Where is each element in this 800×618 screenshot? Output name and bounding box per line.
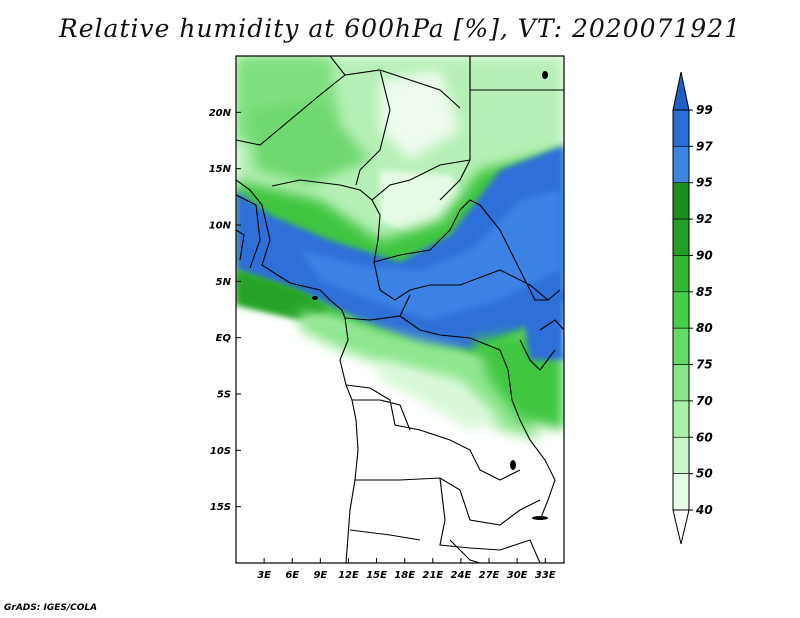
- lon-tick-label: 30E: [507, 570, 528, 581]
- colorbar-label: 70: [696, 394, 713, 408]
- colorbar-label: 97: [696, 139, 713, 153]
- lat-tick-label: 15N: [209, 164, 232, 175]
- colorbar-box: [672, 182, 690, 220]
- lat-tick-label: 20N: [209, 108, 232, 119]
- lat-tick-label: 5N: [216, 277, 232, 288]
- colorbar-label: 80: [696, 321, 713, 335]
- lon-tick-label: 24E: [451, 570, 472, 581]
- colorbar-box: [672, 364, 690, 402]
- colorbar-label: 90: [696, 248, 713, 262]
- lat-tick-label: 10N: [209, 221, 232, 232]
- colorbar-label: 50: [696, 467, 713, 481]
- lat-tick-label: 15S: [210, 502, 231, 513]
- map-frame: [235, 55, 565, 564]
- lon-tick-label: 3E: [257, 570, 271, 581]
- longitude-axis: 3E 6E 9E 12E 15E 18E 21E 24E 27E 30E 33E: [257, 558, 556, 581]
- lat-tick-label: 10S: [210, 446, 231, 457]
- lon-tick-label: 6E: [285, 570, 299, 581]
- lon-tick-label: 18E: [394, 570, 415, 581]
- colorbar-frame: [672, 109, 690, 511]
- country-borders: [236, 56, 564, 563]
- latitude-axis: 20N 15N 10N 5N EQ 5S 10S 15S: [209, 108, 241, 513]
- lat-tick-label: EQ: [216, 333, 232, 344]
- colorbar: 99 97 95 92 90 85 80 75 70 60 50 40: [672, 71, 713, 545]
- colorbar-label: 60: [696, 430, 713, 444]
- colorbar-bottom-arrow: [672, 509, 690, 545]
- lakes: [312, 71, 548, 520]
- colorbar-label: 95: [696, 176, 713, 190]
- lon-tick-label: 15E: [366, 570, 387, 581]
- map-title: Relative humidity at 600hPa [%], VT: 202…: [58, 14, 742, 43]
- colorbar-label: 85: [696, 285, 713, 299]
- colorbar-label: 92: [696, 212, 713, 226]
- colorbar-box: [672, 291, 690, 329]
- lon-tick-label: 33E: [535, 570, 556, 581]
- colorbar-box: [672, 400, 690, 438]
- lon-tick-label: 12E: [338, 570, 359, 581]
- colorbar-label: 99: [696, 103, 713, 117]
- colorbar-label: 40: [695, 503, 713, 517]
- colorbar-top-arrow: [672, 71, 690, 111]
- humidity-field: [236, 56, 564, 563]
- colorbar-box: [672, 327, 690, 365]
- colorbar-label: 75: [696, 358, 713, 372]
- colorbar-box: [672, 146, 690, 184]
- colorbar-box: [672, 218, 690, 256]
- colorbar-box: [672, 255, 690, 293]
- colorbar-box: [672, 109, 690, 147]
- lon-tick-label: 21E: [422, 570, 443, 581]
- lat-tick-label: 5S: [217, 390, 231, 401]
- grads-credit: GrADS: IGES/COLA: [4, 603, 98, 613]
- colorbar-box: [672, 473, 690, 511]
- colorbar-box: [672, 436, 690, 474]
- lon-tick-label: 9E: [313, 570, 327, 581]
- lon-tick-label: 27E: [479, 570, 500, 581]
